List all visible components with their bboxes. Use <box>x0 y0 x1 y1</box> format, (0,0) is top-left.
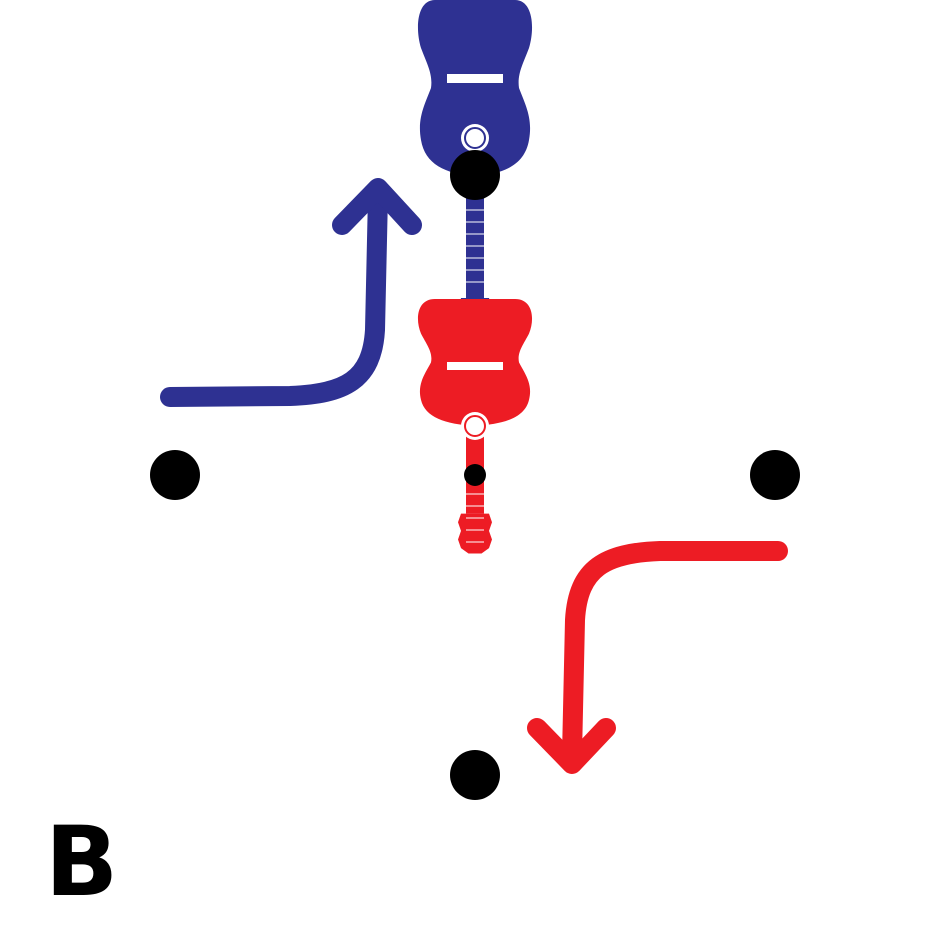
red-guitar <box>417 299 533 608</box>
curved-arrow-up-icon <box>160 185 388 407</box>
red-guitar-bridge <box>447 362 503 370</box>
red-arrow-head <box>527 718 616 774</box>
blue-arrow-head <box>332 178 422 235</box>
panel-label: B <box>45 806 118 918</box>
blue-guitar-rosette <box>464 127 486 149</box>
dot-right <box>750 450 800 500</box>
red-guitar-rosette <box>464 415 486 437</box>
dot-bottom <box>450 750 500 800</box>
blue-guitar <box>417 0 533 354</box>
curved-arrow-down-icon <box>562 541 788 765</box>
dot-center-small <box>464 464 486 486</box>
blue-guitar-bridge <box>447 74 503 83</box>
red-arrow <box>527 541 788 774</box>
dot-top <box>450 150 500 200</box>
dot-left <box>150 450 200 500</box>
red-guitar-tuners <box>468 576 482 608</box>
red-guitar-frets <box>466 493 484 555</box>
blue-guitar-frets <box>466 209 484 283</box>
blue-arrow <box>160 178 422 407</box>
